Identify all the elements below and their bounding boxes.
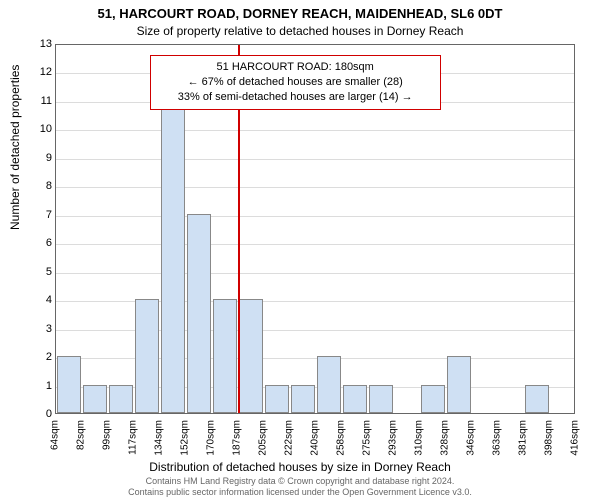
attribution-footer: Contains HM Land Registry data © Crown c… xyxy=(0,476,600,499)
y-tick-label: 3 xyxy=(12,323,52,335)
x-tick-label: 398sqm xyxy=(544,420,555,456)
y-tick-label: 5 xyxy=(12,266,52,278)
chart-subtitle: Size of property relative to detached ho… xyxy=(0,24,600,38)
histogram-bar xyxy=(265,385,290,413)
x-tick-label: 363sqm xyxy=(492,420,503,456)
annotation-box: 51 HARCOURT ROAD: 180sqm← 67% of detache… xyxy=(150,55,441,110)
annotation-line: ← 67% of detached houses are smaller (28… xyxy=(159,75,432,90)
y-tick-label: 6 xyxy=(12,237,52,249)
x-tick-label: 117sqm xyxy=(128,420,139,455)
annotation-line: 51 HARCOURT ROAD: 180sqm xyxy=(159,60,432,75)
x-tick-label: 416sqm xyxy=(570,420,581,456)
x-tick-label: 152sqm xyxy=(180,420,191,456)
gridline xyxy=(56,159,574,160)
histogram-bar xyxy=(135,299,160,413)
histogram-bar xyxy=(317,356,342,413)
histogram-bar xyxy=(447,356,472,413)
x-tick-label: 134sqm xyxy=(154,420,165,456)
histogram-bar xyxy=(83,385,108,413)
plot-area: 51 HARCOURT ROAD: 180sqm← 67% of detache… xyxy=(55,44,575,414)
histogram-bar xyxy=(343,385,368,413)
annotation-line: 33% of semi-detached houses are larger (… xyxy=(159,90,432,105)
x-tick-label: 328sqm xyxy=(440,420,451,456)
chart-title-address: 51, HARCOURT ROAD, DORNEY REACH, MAIDENH… xyxy=(0,6,600,21)
y-axis-label: Number of detached properties xyxy=(8,65,22,230)
x-tick-label: 310sqm xyxy=(414,420,425,456)
x-axis-label: Distribution of detached houses by size … xyxy=(0,460,600,474)
x-tick-label: 240sqm xyxy=(310,420,321,456)
gridline xyxy=(56,273,574,274)
x-tick-label: 258sqm xyxy=(336,420,347,456)
x-tick-label: 205sqm xyxy=(258,420,269,456)
y-tick-label: 10 xyxy=(12,123,52,135)
x-tick-label: 170sqm xyxy=(206,420,217,456)
y-tick-label: 7 xyxy=(12,209,52,221)
histogram-bar xyxy=(239,299,264,413)
x-tick-label: 222sqm xyxy=(284,420,295,456)
footer-line-2: Contains public sector information licen… xyxy=(0,487,600,498)
y-tick-label: 4 xyxy=(12,294,52,306)
histogram-bar xyxy=(525,385,550,413)
histogram-bar xyxy=(161,100,186,413)
x-tick-label: 82sqm xyxy=(76,420,87,450)
y-tick-label: 1 xyxy=(12,380,52,392)
gridline xyxy=(56,187,574,188)
y-tick-label: 2 xyxy=(12,351,52,363)
y-tick-label: 11 xyxy=(12,95,52,107)
gridline xyxy=(56,130,574,131)
y-tick-label: 0 xyxy=(12,408,52,420)
gridline xyxy=(56,216,574,217)
y-tick-label: 9 xyxy=(12,152,52,164)
x-tick-label: 64sqm xyxy=(50,420,61,450)
histogram-bar xyxy=(421,385,446,413)
y-tick-label: 12 xyxy=(12,66,52,78)
footer-line-1: Contains HM Land Registry data © Crown c… xyxy=(0,476,600,487)
histogram-chart: 51, HARCOURT ROAD, DORNEY REACH, MAIDENH… xyxy=(0,0,600,500)
x-tick-label: 275sqm xyxy=(362,420,373,456)
histogram-bar xyxy=(57,356,82,413)
histogram-bar xyxy=(291,385,316,413)
x-tick-label: 293sqm xyxy=(388,420,399,456)
histogram-bar xyxy=(109,385,134,413)
histogram-bar xyxy=(187,214,212,413)
x-tick-label: 346sqm xyxy=(466,420,477,456)
x-tick-label: 99sqm xyxy=(102,420,113,450)
x-tick-label: 381sqm xyxy=(518,420,529,456)
histogram-bar xyxy=(369,385,394,413)
histogram-bar xyxy=(213,299,238,413)
y-tick-label: 13 xyxy=(12,38,52,50)
gridline xyxy=(56,244,574,245)
y-tick-label: 8 xyxy=(12,180,52,192)
x-tick-label: 187sqm xyxy=(232,420,243,456)
